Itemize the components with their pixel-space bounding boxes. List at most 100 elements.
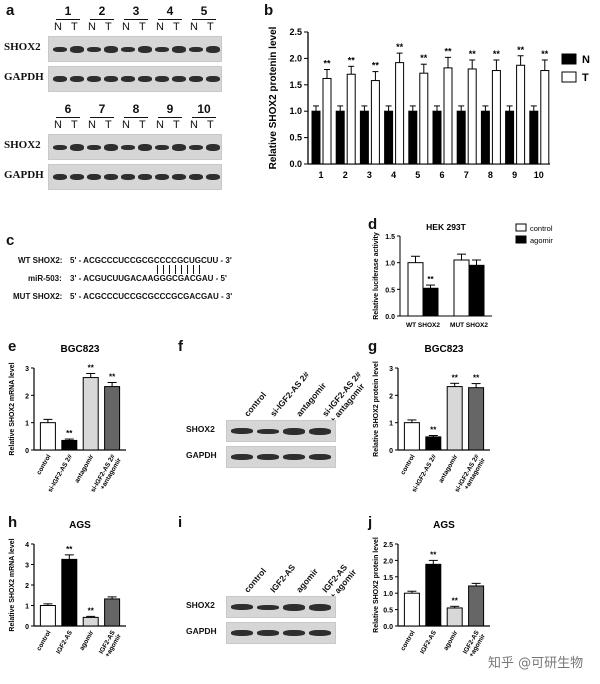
x-tick-label-line: control	[400, 453, 417, 476]
x-tick-label: 3	[367, 170, 372, 180]
blot-band	[257, 428, 279, 434]
blot-band	[189, 76, 203, 82]
blot-band	[206, 45, 220, 53]
y-tick-label: 3	[25, 366, 29, 373]
x-tick-label: si-IGF2-AS 2#+antagomir	[90, 453, 123, 497]
x-tick-label-line: control	[400, 629, 417, 652]
blot-band	[155, 144, 169, 150]
lane-number: 8	[132, 102, 140, 116]
lane-number: 2	[98, 4, 106, 18]
significance-mark: **	[430, 550, 437, 559]
x-tick-label: control	[400, 453, 417, 476]
blot-band	[121, 144, 135, 150]
bar	[335, 110, 345, 165]
x-tick-label: IGF2-AS+agomir	[98, 629, 123, 659]
x-tick-label: 4	[391, 170, 396, 180]
x-tick-label: 7	[464, 170, 469, 180]
blot-band	[309, 603, 331, 611]
panel-a-blot: 1 N T 2 N T 3 N T 4 N T 5 N T SHOX2 GAPDH 6 N T 7 N T 8 N T 9 N T 10 N…	[0, 0, 230, 200]
blot-band	[121, 174, 135, 180]
x-tick-label: agomir	[79, 629, 96, 652]
bar	[403, 592, 420, 627]
chart-title: HEK 293T	[426, 222, 466, 232]
bar	[104, 386, 121, 451]
panel-b-label: b	[264, 2, 274, 19]
legend-label: N	[582, 54, 590, 66]
blot-band	[189, 174, 203, 180]
blot-lane-label: control	[242, 566, 268, 594]
mut-seq: 5' - ACGCCCUCCGCGCCCGCGACGAU - 3'	[70, 292, 233, 301]
y-tick-label: 0	[389, 448, 393, 455]
x-tick-label: 2	[343, 170, 348, 180]
blot-row-label: SHOX2	[4, 139, 41, 151]
x-tick-label: antagomir	[438, 453, 460, 484]
lane-number: 3	[132, 4, 140, 18]
blot-band	[231, 428, 253, 434]
y-axis-label: Relative luciferase activity	[373, 232, 380, 320]
bar	[384, 110, 394, 165]
bar	[82, 616, 99, 627]
blot-row-label: GAPDH	[186, 450, 217, 460]
blot-row-label: SHOX2	[186, 424, 215, 434]
blot-band	[87, 76, 101, 82]
x-tick-label: 10	[534, 170, 544, 180]
blot-band	[172, 143, 186, 151]
lane-underline	[192, 117, 216, 118]
bar	[425, 563, 442, 627]
y-tick-label: 4	[25, 542, 29, 549]
panel-a-label: a	[6, 2, 15, 19]
bar	[346, 73, 356, 165]
chart-title: AGS	[69, 520, 91, 531]
lane-underline	[90, 117, 114, 118]
panel-f-blot: control si-IGF2-AS 2# antagomir si-IGF2-AS …	[178, 338, 366, 478]
significance-mark: **	[420, 53, 428, 63]
y-axis-label: Relative SHOX2 protein level	[373, 537, 380, 633]
y-tick-label: 1.5	[383, 575, 393, 582]
x-tick-label: control	[36, 629, 53, 652]
y-tick-label: 1.5	[289, 80, 302, 90]
blot-band	[309, 454, 331, 460]
blot-band	[309, 630, 331, 636]
significance-mark: **	[323, 58, 331, 68]
blot-band	[104, 143, 118, 151]
bar	[468, 387, 485, 451]
bar	[446, 386, 463, 451]
bar	[39, 605, 56, 627]
blot-band	[104, 174, 118, 180]
x-tick-label: 5	[415, 170, 420, 180]
significance-mark: **	[109, 372, 116, 381]
lane-underline	[90, 19, 114, 20]
significance-mark: **	[396, 42, 404, 52]
blot-band	[70, 143, 84, 151]
base-pair-line	[187, 265, 188, 274]
bar	[82, 377, 99, 451]
blot-band	[87, 174, 101, 180]
panel-e-label: e	[8, 338, 17, 355]
blot-band	[53, 144, 67, 150]
significance-mark: **	[452, 596, 459, 605]
blot-band	[231, 630, 253, 636]
panel-e-chart: BGC823 0 1 2 3 Relative SHOX2 mRNA level contr…	[9, 344, 126, 497]
significance-mark: **	[493, 49, 501, 59]
blot-strip	[226, 446, 336, 468]
lane-underline	[192, 19, 216, 20]
bar	[104, 598, 121, 627]
x-tick-label: 9	[512, 170, 517, 180]
legend-label: agomir	[530, 236, 553, 245]
x-tick-label-line: control	[36, 453, 53, 476]
panel-g-chart: BGC823 0 1 2 3 Relative SHOX2 protein level co…	[373, 344, 490, 494]
y-tick-label: 1.0	[385, 261, 395, 268]
panel-d-chart: HEK 293T 0.0 0.5 1.0 1.5 Relative luciferase …	[373, 222, 553, 329]
blot-band	[121, 46, 135, 52]
y-tick-label: 3	[389, 366, 393, 373]
x-tick-label: IGF2-AS	[419, 629, 438, 655]
y-tick-label: 0.5	[289, 133, 302, 143]
y-tick-label: 1.5	[385, 234, 395, 241]
y-tick-label: 0.0	[385, 314, 395, 321]
chart-title: AGS	[433, 520, 455, 531]
blot-band	[283, 630, 305, 636]
blot-lane-label-line: control	[242, 565, 269, 595]
y-tick-label: 2.5	[289, 27, 302, 37]
significance-mark: **	[473, 374, 480, 383]
blot-lane-label-line: IGF2-AS	[268, 562, 298, 595]
